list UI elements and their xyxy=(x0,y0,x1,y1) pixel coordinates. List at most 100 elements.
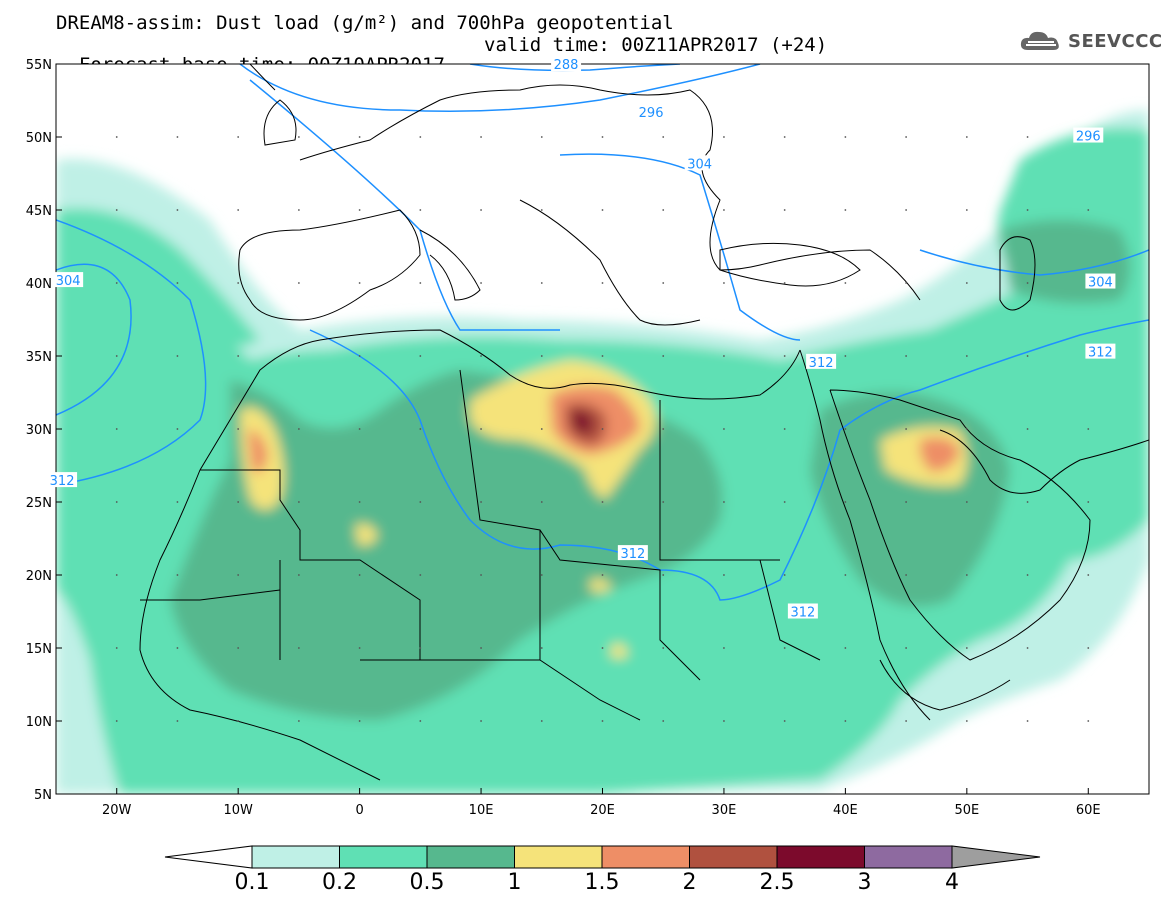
grid-dot xyxy=(540,574,543,576)
contour-296 xyxy=(239,64,761,112)
grid-dot xyxy=(480,647,482,649)
grid-dot xyxy=(358,209,361,211)
grid-dot xyxy=(1026,282,1029,284)
grid-dot xyxy=(115,720,118,722)
y-tick-label: 20N xyxy=(26,569,52,584)
colorbar-segment xyxy=(339,845,428,869)
grid-dot xyxy=(1087,209,1090,211)
grid-dot xyxy=(176,209,179,211)
contour-label: 312 xyxy=(47,472,78,489)
grid-dot xyxy=(844,574,847,576)
grid-dot xyxy=(723,209,725,211)
grid-dot xyxy=(358,355,361,357)
grid-dot xyxy=(540,428,543,430)
grid-dot xyxy=(844,501,847,503)
grid-dot xyxy=(480,720,482,722)
grid-dot xyxy=(723,282,725,284)
colorbar-level-label: 0.5 xyxy=(409,870,445,895)
grid-dot xyxy=(297,501,300,503)
x-tick-label: 20W xyxy=(102,803,132,818)
x-tick-label: 20E xyxy=(590,803,615,818)
colorbar-segment xyxy=(776,845,865,869)
grid-dot xyxy=(419,136,422,138)
colorbar-under-triangle xyxy=(164,845,253,869)
svg-text:312: 312 xyxy=(1088,346,1113,361)
y-tick-label: 55N xyxy=(26,58,52,73)
grid-dot xyxy=(723,355,725,357)
colorbar-segment xyxy=(251,845,340,869)
contour-labels: 288 296 304 304 304 296 312 312 312 312 312 xyxy=(47,56,1116,621)
grid-dot xyxy=(237,428,240,430)
grid-dot xyxy=(540,501,543,503)
grid-dot xyxy=(601,209,604,211)
contour-label: 304 xyxy=(53,272,84,289)
x-tick-label: 60E xyxy=(1076,803,1101,818)
grid-dot xyxy=(662,720,665,722)
contour-304-east xyxy=(919,249,1149,276)
grid-dot xyxy=(905,136,908,138)
grid-dot xyxy=(601,574,604,576)
grid-dot xyxy=(965,355,968,357)
x-tick-label: 10W xyxy=(223,803,253,818)
grid-dot xyxy=(115,355,118,357)
grid-dot xyxy=(905,501,908,503)
grid-dot xyxy=(844,355,847,357)
contour-label: 296 xyxy=(1073,127,1104,145)
grid-dot xyxy=(662,209,665,211)
y-tick-label: 50N xyxy=(26,131,52,146)
y-tick-label: 45N xyxy=(26,204,52,219)
colorbar-segment xyxy=(514,845,603,869)
x-tick-label: 40E xyxy=(833,803,858,818)
grid-dot xyxy=(419,501,422,503)
grid-dot xyxy=(783,647,786,649)
dust-fields xyxy=(56,110,1149,794)
contour-label: 296 xyxy=(636,104,667,121)
x-tick-label: 0 xyxy=(355,803,363,818)
colorbar-level-label: 2 xyxy=(682,870,697,895)
contour-label: 312 xyxy=(617,545,648,562)
grid-dot xyxy=(176,574,179,576)
grid-dot xyxy=(176,355,179,357)
grid-dot xyxy=(115,282,118,284)
grid-dot xyxy=(783,501,786,503)
grid-dot xyxy=(662,647,665,649)
colorbar-level-label: 4 xyxy=(945,870,959,895)
contour-label: 288 xyxy=(551,56,582,73)
grid-dot xyxy=(1026,647,1029,649)
seevccc-logo: SEEVCCC xyxy=(1018,27,1163,55)
grid-dot xyxy=(419,720,422,722)
grid-dot xyxy=(297,136,300,138)
grid-dot xyxy=(783,574,786,576)
grid-dot xyxy=(783,136,786,138)
grid-dot xyxy=(783,428,786,430)
grid-dot xyxy=(237,209,240,211)
grid-dot xyxy=(601,501,604,503)
grid-dot xyxy=(1026,574,1029,576)
grid-dot xyxy=(662,355,665,357)
colorbar-over-triangle xyxy=(951,845,1041,869)
valid-time: valid time: 00Z11APR2017 (+24) xyxy=(484,34,828,56)
grid-dot xyxy=(1026,209,1029,211)
grid-dot xyxy=(965,209,968,211)
grid-dot xyxy=(905,720,908,722)
grid-dot xyxy=(783,355,786,357)
grid-dot xyxy=(176,136,179,138)
grid-dot xyxy=(723,647,725,649)
svg-text:296: 296 xyxy=(639,106,664,121)
grid-dot xyxy=(662,428,665,430)
grid-dot xyxy=(723,720,725,722)
grid-dot xyxy=(297,647,300,649)
contour-label: 304 xyxy=(684,155,715,172)
coastlines-borders xyxy=(139,64,1149,781)
grid-dot xyxy=(358,574,361,576)
grid-dot xyxy=(358,136,361,138)
grid-dot xyxy=(662,501,665,503)
grid-dot xyxy=(237,647,240,649)
grid-dot xyxy=(419,428,422,430)
map-title: DREAM8-assim: Dust load (g/m²) and 700hP… xyxy=(56,12,674,34)
colorbar-segment xyxy=(601,845,690,869)
y-tick-label: 30N xyxy=(26,423,52,438)
contour-312 xyxy=(56,219,1149,601)
grid-dot xyxy=(297,355,300,357)
grid-dot xyxy=(905,647,908,649)
